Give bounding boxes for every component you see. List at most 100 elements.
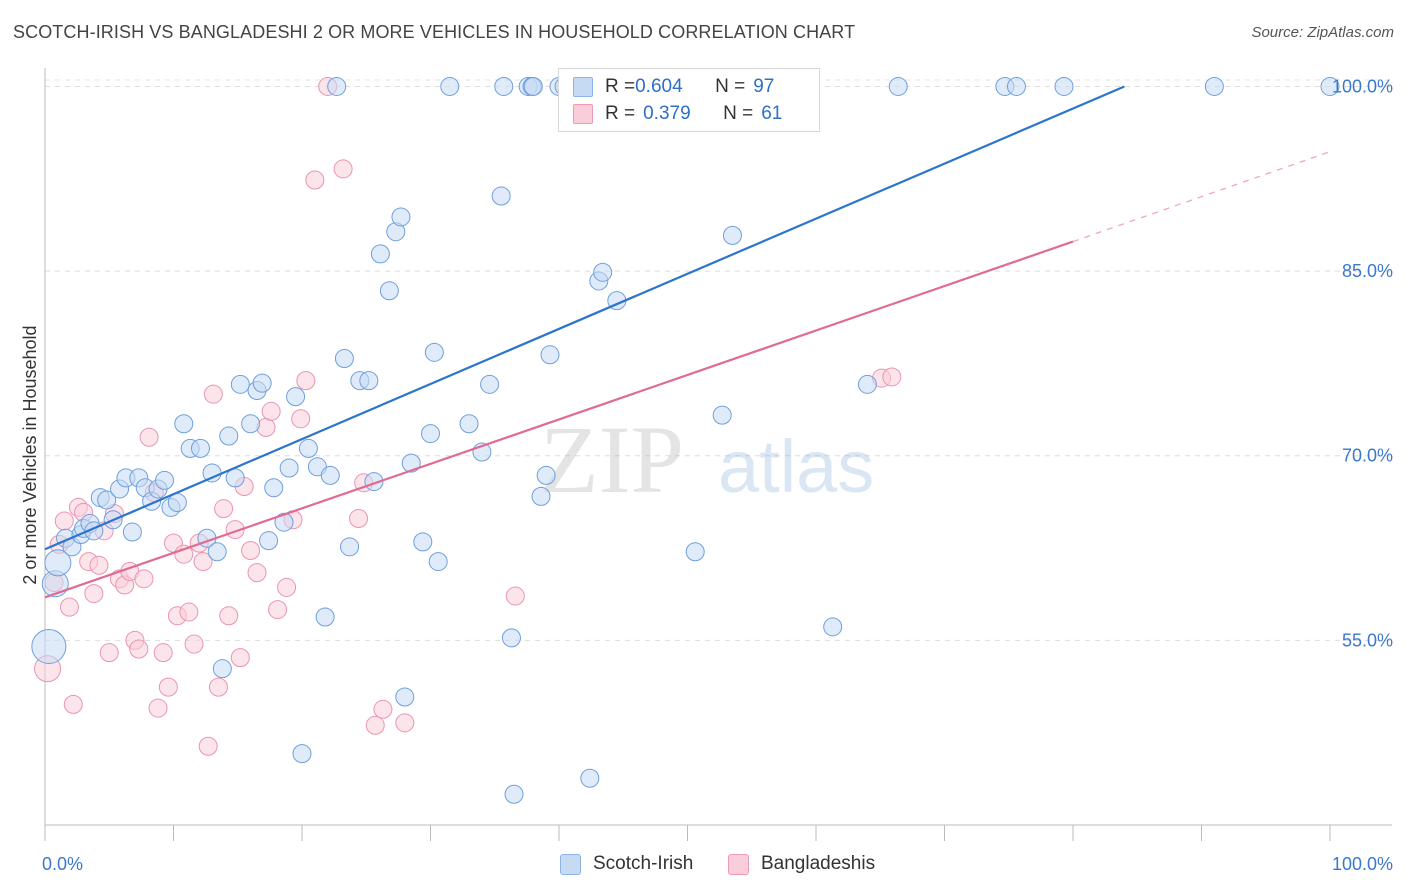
scotch-irish-point [44, 549, 72, 577]
bangladeshis-point [247, 563, 267, 583]
scotch-irish-point [888, 76, 908, 96]
legend-r-label: R = [605, 76, 636, 97]
scotch-irish-point [540, 345, 560, 365]
scotch-irish-point [685, 542, 705, 562]
scotch-irish-point [207, 542, 227, 562]
scotch-irish-point [259, 531, 279, 551]
legend-n-value: 61 [761, 103, 783, 124]
bangladeshis-point [179, 602, 199, 622]
scotch-irish-point [536, 465, 556, 485]
axes [44, 68, 1392, 841]
y-axis-label: 2 or more Vehicles in Household [20, 325, 40, 584]
scotch-irish-point [274, 512, 294, 532]
legend-row-bangladeshis: R = 0.379 N = 61 [573, 101, 782, 127]
bangladeshis-point [268, 600, 288, 620]
bangladeshis-point [333, 159, 353, 179]
legend-swatch-scotch-irish [573, 77, 593, 97]
bangladeshis-point [296, 371, 316, 391]
bangladeshis-point [373, 699, 393, 719]
scotch-irish-point [286, 387, 306, 407]
bangladeshis-point [63, 694, 83, 714]
scotch-irish-point [531, 486, 551, 506]
scotch-irish-point [320, 465, 340, 485]
scotch-irish-point [219, 426, 239, 446]
bangladeshis-point [365, 715, 385, 735]
bottom-legend-swatch-scotch-irish [560, 853, 581, 875]
bangladeshis-point [230, 648, 250, 668]
bangladeshis-point [219, 606, 239, 626]
scotch-irish-trend-line [44, 85, 1125, 551]
x-tick-label: 100.0% [1332, 854, 1393, 874]
bangladeshis-point [505, 586, 525, 606]
scotch-irish-point [593, 262, 613, 282]
scotch-irish-point [428, 552, 448, 572]
bottom-legend-swatch-bangladeshis [728, 853, 749, 875]
bangladeshis-point [349, 509, 369, 529]
scotch-irish-point [97, 490, 117, 510]
scotch-irish-point [252, 373, 272, 393]
scotch-irish-point [241, 414, 261, 434]
bangladeshis-point [134, 569, 154, 589]
bangladeshis-point [153, 643, 173, 663]
x-tick-label: 0.0% [42, 854, 83, 874]
scotch-irish-point [494, 76, 514, 96]
bangladeshis-point [395, 713, 415, 733]
scotch-irish-point [421, 424, 440, 444]
scotch-irish-point [459, 414, 479, 434]
scotch-irish-point [212, 659, 232, 679]
scotch-irish-point [122, 522, 142, 542]
bangladeshis-point [198, 736, 218, 756]
scotch-irish-point [523, 76, 543, 96]
scotch-irish-point [1320, 76, 1340, 96]
bangladeshis-trend-extension [1072, 151, 1331, 243]
bangladeshis-points [34, 76, 902, 756]
scotch-irish-point [440, 76, 460, 96]
scotch-irish-point [327, 76, 347, 96]
bottom-legend-label-scotch-irish: Scotch-Irish [593, 853, 694, 874]
scotch-irish-point [31, 629, 67, 665]
bangladeshis-point [99, 643, 119, 663]
scotch-irish-point [190, 438, 210, 458]
scotch-irish-point [480, 374, 500, 394]
scotch-irish-point [370, 244, 390, 264]
scotch-irish-point [1204, 76, 1224, 96]
legend-r-value: 0.379 [643, 103, 691, 124]
bangladeshis-point [59, 597, 79, 617]
bangladeshis-point [54, 511, 74, 531]
y-tick-label: 55.0% [1342, 630, 1393, 650]
scotch-irish-points [31, 76, 1340, 804]
scotch-irish-point [340, 537, 360, 557]
bangladeshis-point [184, 634, 204, 654]
tick-labels: 55.0% 70.0% 85.0% 100.0% 0.0% 100.0% [42, 76, 1393, 874]
bangladeshis-point [84, 584, 104, 604]
scotch-irish-point [359, 371, 379, 391]
scotch-irish-point [395, 687, 415, 707]
bangladeshis-point [291, 409, 311, 429]
scotch-irish-point [391, 207, 411, 227]
chart-title: SCOTCH-IRISH VS BANGLADESHI 2 OR MORE VE… [13, 22, 856, 42]
bangladeshis-point [148, 698, 168, 718]
bottom-legend-bangladeshis: Bangladeshis [728, 851, 875, 877]
scotch-irish-point [155, 470, 175, 490]
scotch-irish-point [823, 617, 843, 637]
scotch-irish-point [401, 453, 421, 473]
bangladeshis-point [193, 552, 213, 572]
legend-row-scotch-irish: R = 0.604 N = 97 [573, 74, 774, 100]
scotch-irish-point [1054, 76, 1074, 96]
scotch-irish-point [279, 458, 299, 478]
scotch-irish-point [315, 607, 335, 627]
watermark: ZIP atlas [540, 406, 874, 513]
legend-n-value: 97 [753, 76, 775, 97]
bottom-legend-label-bangladeshis: Bangladeshis [761, 853, 876, 874]
scotch-irish-point [292, 744, 312, 764]
bottom-legend-scotch-irish: Scotch-Irish [560, 851, 693, 877]
scotch-irish-point [230, 374, 250, 394]
y-tick-label: 100.0% [1332, 76, 1393, 96]
legend-swatch-bangladeshis [573, 104, 593, 124]
scotch-irish-point [334, 348, 354, 368]
y-tick-label: 85.0% [1342, 261, 1393, 281]
bangladeshis-point [241, 541, 261, 561]
bangladeshis-point [261, 401, 281, 421]
legend-r-label: R = [605, 103, 636, 124]
legend-n-label: N = [715, 76, 746, 97]
